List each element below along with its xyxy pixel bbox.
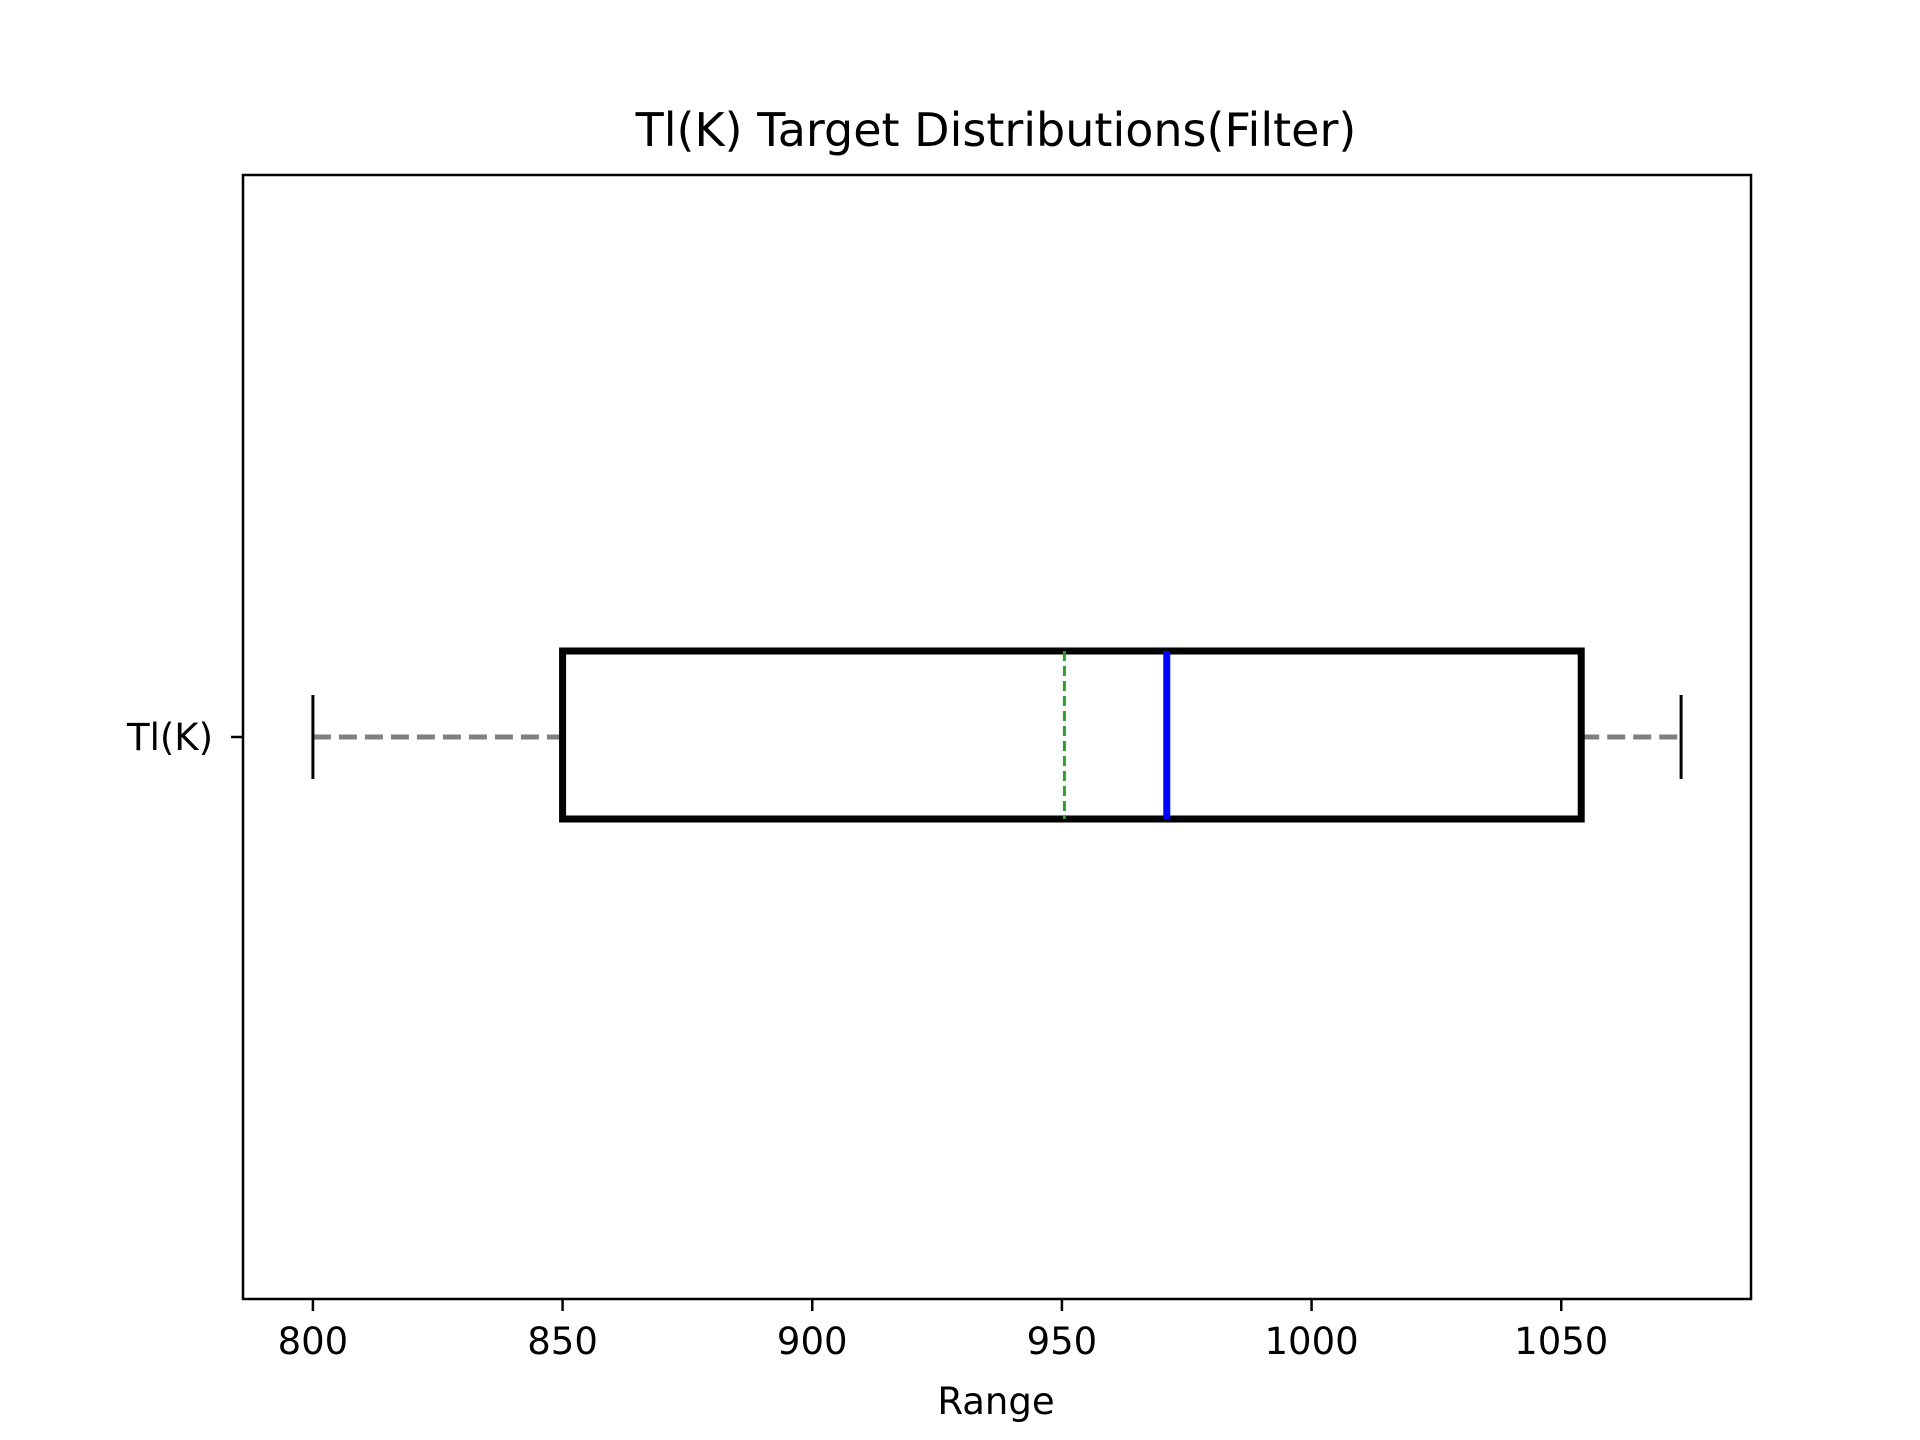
chart-title: Tl(K) Target Distributions(Filter) — [635, 103, 1357, 157]
y-tick-label: Tl(K) — [126, 716, 213, 759]
x-tick-label: 850 — [527, 1320, 598, 1363]
x-tick-label: 950 — [1027, 1320, 1098, 1363]
x-tick-label: 1000 — [1264, 1320, 1358, 1363]
x-axis-label: Range — [937, 1380, 1054, 1423]
y-axis: Tl(K) — [126, 716, 243, 759]
box-iqr — [559, 647, 1585, 823]
x-tick-label: 900 — [777, 1320, 848, 1363]
box-group — [311, 647, 1683, 823]
x-tick-label: 1050 — [1514, 1320, 1608, 1363]
x-axis: 800 850 900 950 1000 1050 — [278, 1299, 1608, 1363]
x-tick-label: 800 — [278, 1320, 349, 1363]
